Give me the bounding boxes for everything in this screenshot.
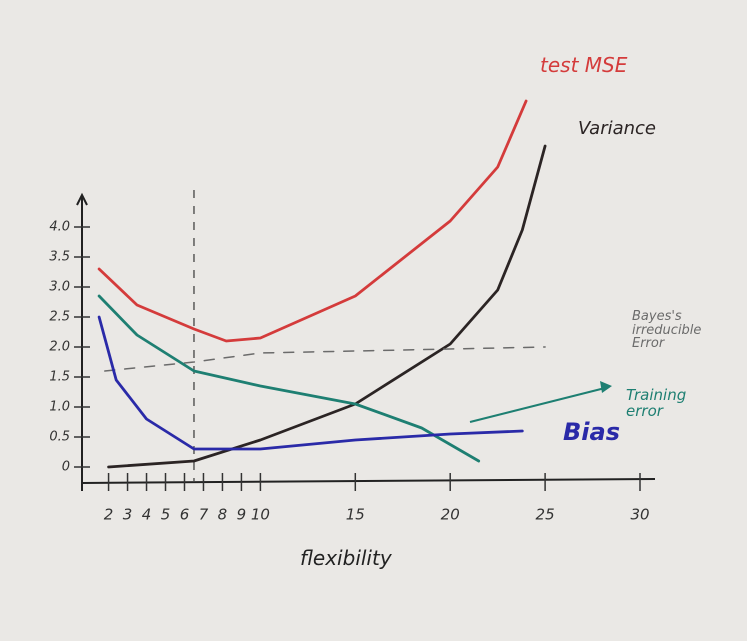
x-tick-label: 15 (346, 506, 365, 524)
x-tick-label: 4 (142, 506, 152, 524)
x-tick-label: 5 (161, 506, 171, 524)
training-arrow (469, 387, 606, 423)
x-tick-label: 9 (237, 506, 247, 524)
y-tick-label: 2.5 (49, 310, 70, 325)
x-tick-label: 2 (104, 506, 114, 524)
x-tick-label: 8 (218, 506, 228, 524)
x-tick-label: 30 (630, 506, 649, 524)
y-tick-label: 1.0 (49, 400, 70, 415)
y-tick-label: 2.0 (49, 340, 70, 355)
y-tick-label: 0.5 (49, 430, 70, 445)
series-label: Variance (578, 118, 657, 139)
series-line (97, 294, 481, 463)
x-tick-label: 7 (199, 506, 209, 524)
series-label: Training error (626, 386, 687, 420)
series-line (97, 315, 524, 451)
y-tick-label: 0 (62, 460, 70, 475)
x-tick-label: 25 (536, 506, 555, 524)
x-tick-label: 10 (251, 506, 270, 524)
y-tick-label: 3.0 (49, 280, 70, 295)
y-axis-arrow (76, 192, 88, 206)
x-axis-label: flexibility (300, 546, 392, 570)
y-tick-label: 1.5 (49, 370, 70, 385)
x-tick-label: 3 (123, 506, 133, 524)
y-tick-label: 3.5 (49, 250, 70, 265)
y-tick-label: 4.0 (49, 220, 70, 235)
x-tick-label: 20 (441, 506, 460, 524)
series-label: Bias (563, 418, 620, 446)
training-arrowhead (600, 381, 612, 393)
series-label: Bayes's irreducible Error (632, 309, 702, 352)
x-axis (81, 478, 656, 484)
series-line (104, 346, 546, 372)
series-label: test MSE (540, 53, 628, 77)
x-tick-label: 6 (180, 506, 190, 524)
series-line (97, 99, 528, 343)
series-line (107, 144, 547, 469)
